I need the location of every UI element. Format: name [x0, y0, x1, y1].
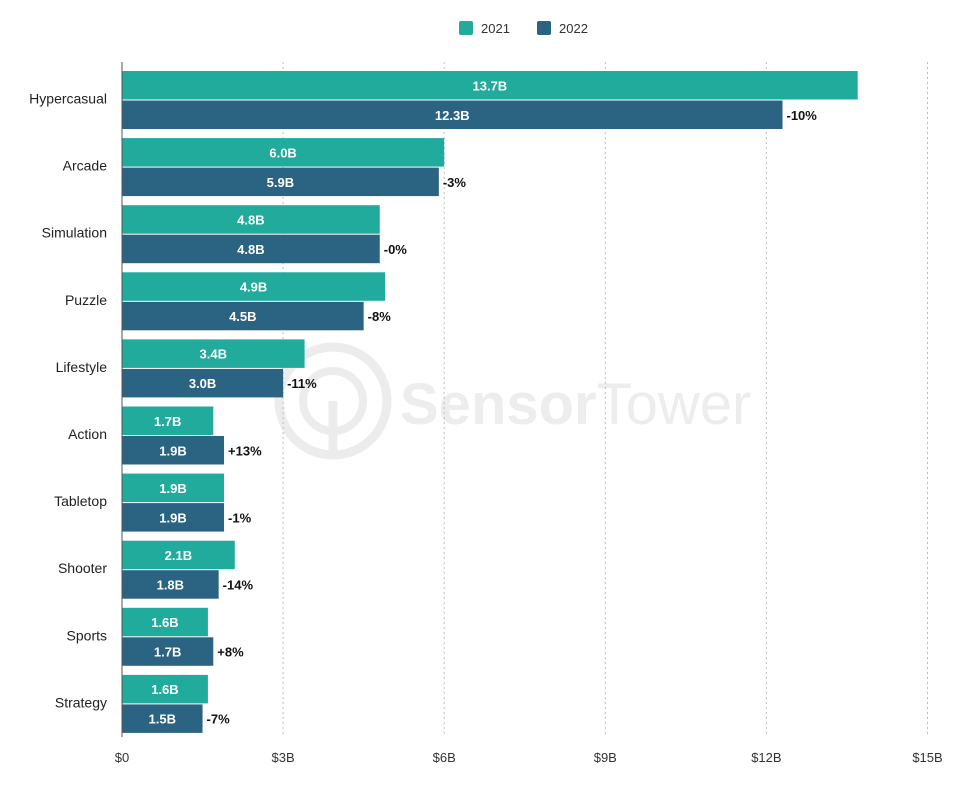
change-label-hypercasual: -10% — [787, 108, 818, 123]
change-label-action: +13% — [228, 443, 262, 458]
bar-2021-sports — [122, 607, 208, 637]
category-label-shooter: Shooter — [58, 560, 107, 576]
bar-value-label: 3.4B — [200, 347, 227, 362]
bar-2022-shooter — [122, 570, 219, 599]
bar-2021-shooter — [122, 540, 235, 570]
bar-value-label: 1.8B — [157, 577, 184, 592]
category-label-lifestyle: Lifestyle — [56, 359, 108, 375]
x-tick-label: $6B — [433, 750, 456, 765]
bar-2022-tabletop — [122, 503, 225, 532]
bar-2022-sports — [122, 637, 214, 666]
legend-swatch-2022 — [537, 21, 551, 35]
legend-swatch-2021 — [459, 21, 473, 35]
category-label-tabletop: Tabletop — [54, 493, 107, 509]
category-label-arcade: Arcade — [63, 158, 108, 174]
bar-value-label: 1.9B — [159, 481, 186, 496]
bar-2022-hypercasual — [122, 100, 783, 129]
bar-value-label: 13.7B — [472, 78, 507, 93]
bar-value-label: 12.3B — [435, 108, 470, 123]
x-tick-label: $0 — [115, 750, 129, 765]
bar-value-label: 2.1B — [165, 548, 192, 563]
bar-2021-simulation — [122, 205, 380, 234]
bar-2022-arcade — [122, 167, 439, 197]
watermark-brand-bold: Sensor — [400, 372, 597, 437]
category-label-action: Action — [68, 426, 107, 442]
bar-2022-strategy — [122, 704, 203, 733]
change-label-arcade: -3% — [443, 175, 467, 190]
bar-value-label: 1.7B — [154, 645, 181, 660]
bar-2021-arcade — [122, 138, 445, 167]
bar-value-label: 4.9B — [240, 280, 267, 295]
bar-2021-puzzle — [122, 272, 386, 301]
category-label-sports: Sports — [67, 627, 107, 643]
category-label-strategy: Strategy — [55, 694, 107, 710]
bar-value-label: 1.7B — [154, 414, 181, 429]
bar-value-label: 6.0B — [269, 145, 296, 160]
x-tick-label: $12B — [751, 750, 781, 765]
bar-2021-action — [122, 406, 214, 435]
bar-value-label: 4.8B — [237, 212, 264, 227]
watermark-logo-icon — [274, 342, 392, 460]
watermark-brand-light: Tower — [597, 372, 752, 437]
legend-label-2022: 2022 — [559, 21, 588, 36]
bar-value-label: 1.5B — [149, 712, 176, 727]
x-tick-label: $3B — [272, 750, 295, 765]
bar-value-label: 1.6B — [151, 615, 178, 630]
category-label-hypercasual: Hypercasual — [29, 91, 107, 107]
bar-2022-simulation — [122, 234, 380, 264]
category-label-simulation: Simulation — [42, 225, 107, 241]
change-label-tabletop: -1% — [228, 510, 252, 525]
change-label-strategy: -7% — [207, 712, 231, 727]
x-axis: $0 $3B $6B $9B $12B $15B — [115, 750, 943, 765]
change-label-lifestyle: -11% — [287, 376, 317, 391]
bar-value-label: 1.9B — [159, 443, 186, 458]
bar-value-label: 3.0B — [189, 376, 216, 391]
bar-value-label: 5.9B — [267, 175, 294, 190]
bar-2021-hypercasual — [122, 71, 858, 100]
bar-value-label: 1.6B — [151, 682, 178, 697]
bars — [122, 71, 858, 733]
bar-2022-action — [122, 436, 225, 465]
change-label-puzzle: -8% — [368, 309, 392, 324]
bar-2021-tabletop — [122, 473, 225, 503]
bar-2021-strategy — [122, 674, 208, 704]
change-label-sports: +8% — [217, 645, 244, 660]
x-tick-label: $15B — [912, 750, 942, 765]
x-tick-label: $9B — [594, 750, 617, 765]
sensortower-watermark: SensorTower — [274, 342, 751, 460]
category-label-puzzle: Puzzle — [65, 292, 107, 308]
bar-2022-puzzle — [122, 301, 364, 331]
bar-2021-lifestyle — [122, 339, 305, 368]
bar-value-label: 4.8B — [237, 242, 264, 257]
change-label-shooter: -14% — [223, 577, 254, 592]
legend-label-2021: 2021 — [481, 21, 510, 36]
bar-value-label: 4.5B — [229, 309, 256, 324]
bar-value-label: 1.9B — [159, 510, 186, 525]
change-label-simulation: -0% — [384, 242, 408, 257]
bar-2022-lifestyle — [122, 368, 284, 398]
watermark-text: SensorTower — [400, 372, 751, 437]
legend: 2021 2022 — [459, 21, 588, 36]
